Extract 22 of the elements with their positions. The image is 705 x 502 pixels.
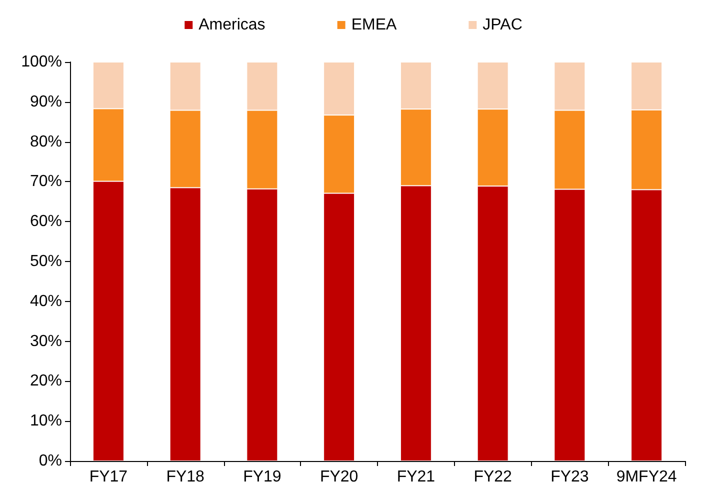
y-tick-label: 40% — [30, 292, 62, 310]
x-tick-label: FY23 — [550, 468, 589, 486]
y-tick-label: 60% — [30, 213, 62, 230]
x-tick-label: FY22 — [474, 468, 512, 486]
x-tick-label: FY19 — [243, 468, 282, 486]
x-tick-label: FY21 — [396, 468, 436, 486]
y-tick-label: 30% — [30, 332, 62, 350]
y-tick-label: 90% — [30, 93, 62, 110]
legend-label: JPAC — [482, 16, 522, 34]
y-tick-label: 20% — [30, 372, 62, 390]
x-tick-label: FY17 — [89, 468, 128, 486]
y-tick-label: 80% — [30, 133, 62, 150]
x-tick-label: FY18 — [166, 468, 205, 486]
y-tick-label: 70% — [30, 173, 62, 190]
y-tick-label: 100% — [21, 54, 62, 70]
y-tick-label: 50% — [30, 253, 62, 270]
legend-label: Americas — [198, 16, 266, 34]
y-tick-label: 0% — [38, 452, 62, 470]
x-tick-label: 9MFY24 — [616, 468, 677, 486]
x-tick-label: FY20 — [320, 468, 358, 486]
legend-label: EMEA — [351, 16, 397, 34]
y-tick-label: 10% — [30, 412, 62, 430]
